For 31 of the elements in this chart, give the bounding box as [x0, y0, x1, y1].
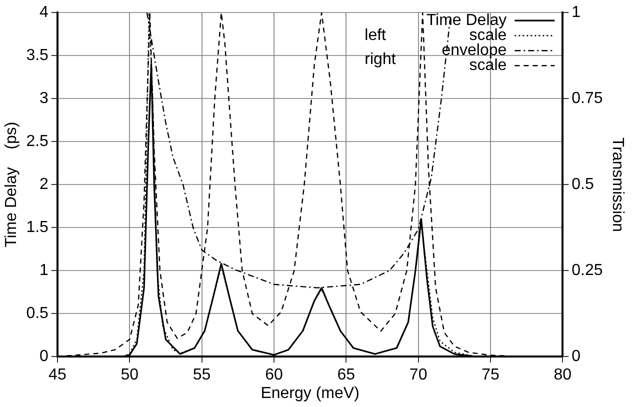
y2-tick-label: 0.5: [572, 176, 594, 194]
y-tick-label: 2.5: [26, 133, 49, 150]
y-axis-title: Time Delay (ps): [3, 122, 20, 248]
x-tick-label: 45: [48, 366, 66, 384]
x-tick-label: 50: [120, 366, 139, 384]
y-tick-label: 3: [40, 90, 49, 108]
x-tick-label: 65: [337, 366, 356, 384]
x-tick-label: 55: [192, 366, 211, 384]
x-axis-title: Energy (meV): [260, 384, 360, 402]
y2-axis-title: Transmission: [608, 137, 626, 232]
y-tick-label: 3.5: [26, 47, 49, 64]
legend-label: envelope: [442, 42, 507, 60]
y2-tick-label: 1: [572, 4, 581, 22]
legend-label: Time Delay: [426, 12, 507, 30]
x-tick-label: 60: [265, 366, 283, 384]
annotation: right: [364, 51, 396, 68]
y-tick-label: 1: [40, 262, 49, 280]
y-tick-label: 4: [40, 4, 49, 22]
annotation: left: [364, 27, 387, 44]
y-tick-label: 2: [40, 176, 49, 194]
x-tick-label: 70: [409, 366, 428, 384]
x-tick-label: 75: [482, 366, 500, 384]
y2-tick-label: 0: [572, 348, 581, 366]
legend-label: scale: [469, 27, 507, 44]
legend-label: scale: [469, 57, 507, 74]
y2-tick-label: 0.75: [572, 90, 603, 108]
x-tick-label: 80: [554, 366, 572, 384]
y-tick-label: 0.5: [26, 305, 49, 322]
y-tick-label: 1.5: [26, 219, 49, 236]
y2-tick-label: 0.25: [572, 262, 603, 280]
y-tick-label: 0: [40, 348, 49, 366]
